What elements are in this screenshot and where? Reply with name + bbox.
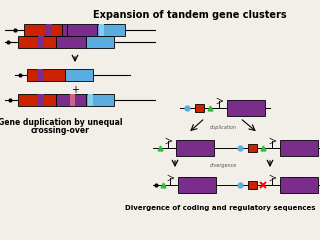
Bar xyxy=(37,69,43,81)
Bar xyxy=(178,177,216,193)
Bar xyxy=(176,140,214,156)
Bar xyxy=(227,100,265,116)
Bar xyxy=(65,69,93,81)
Text: Divergence of coding and regulatory sequences: Divergence of coding and regulatory sequ… xyxy=(125,205,315,211)
Bar xyxy=(56,36,86,48)
Bar xyxy=(280,140,318,156)
Bar xyxy=(86,94,114,106)
Bar xyxy=(67,24,97,36)
Bar xyxy=(280,177,318,193)
Bar xyxy=(62,24,67,36)
Bar xyxy=(88,94,93,106)
Bar xyxy=(195,104,204,112)
Bar xyxy=(248,181,257,189)
Bar xyxy=(27,69,65,81)
Bar xyxy=(99,24,104,36)
Text: divergence: divergence xyxy=(209,162,236,168)
Bar xyxy=(56,94,86,106)
Bar xyxy=(97,24,125,36)
Text: +: + xyxy=(71,85,79,95)
Text: Expansion of tandem gene clusters: Expansion of tandem gene clusters xyxy=(93,10,287,20)
Text: crossing-over: crossing-over xyxy=(31,126,89,135)
Bar xyxy=(86,36,114,48)
Text: duplication: duplication xyxy=(209,125,236,130)
Bar xyxy=(248,144,257,152)
Bar xyxy=(70,94,75,106)
Bar xyxy=(18,94,56,106)
Bar xyxy=(38,94,44,106)
Bar xyxy=(24,24,62,36)
Bar xyxy=(38,36,44,48)
Bar xyxy=(46,24,52,36)
Bar xyxy=(18,36,56,48)
Text: Gene duplication by unequal: Gene duplication by unequal xyxy=(0,118,122,127)
